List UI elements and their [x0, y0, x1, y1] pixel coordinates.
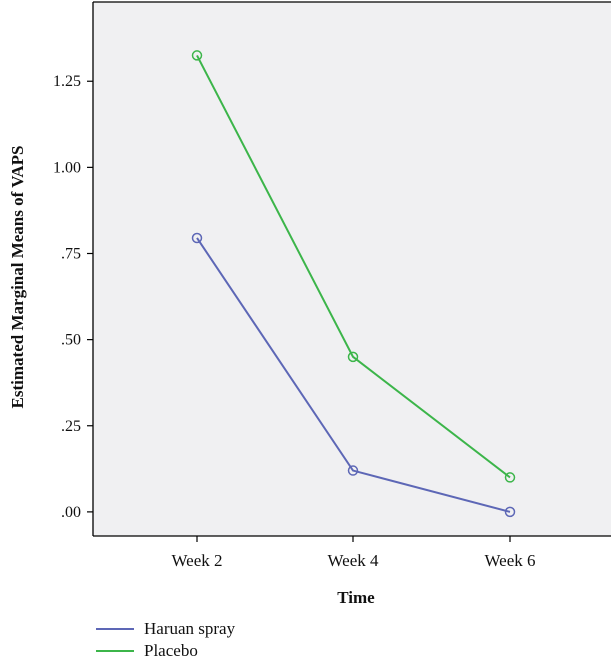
x-tick-label: Week 6	[484, 551, 535, 570]
x-tick-label: Week 4	[327, 551, 379, 570]
y-tick-label: .25	[61, 418, 81, 435]
data-point	[191, 50, 203, 61]
data-point	[504, 472, 516, 483]
series-layer	[191, 50, 516, 518]
y-tick-label: 1.25	[53, 73, 81, 90]
x-axis-label: Time	[337, 588, 375, 607]
series-line-0	[196, 237, 511, 513]
legend-label: Placebo	[144, 641, 198, 660]
plot-area	[93, 2, 611, 536]
y-tick-label: .00	[61, 504, 81, 521]
series-line-1	[196, 54, 511, 479]
legend-label: Haruan spray	[144, 619, 236, 638]
legend: Haruan spray Placebo	[96, 618, 235, 662]
data-point	[347, 351, 359, 363]
tick-labels: .00 .25 .50 .75 1.00 1.25 Week 2 Week 4 Week 6	[53, 73, 536, 570]
x-tick-label: Week 2	[171, 551, 222, 570]
data-point	[504, 506, 516, 518]
legend-swatch	[96, 628, 134, 630]
data-point	[191, 232, 203, 244]
data-point	[347, 465, 359, 476]
legend-item-haruan-spray: Haruan spray	[96, 618, 235, 640]
axes	[87, 1, 611, 542]
y-tick-label: .75	[61, 245, 81, 262]
legend-item-placebo: Placebo	[96, 640, 235, 662]
y-axis-label: Estimated Marginal Means of VAPS	[8, 146, 27, 409]
y-tick-label: 1.00	[53, 159, 81, 176]
legend-swatch	[96, 650, 134, 652]
y-tick-label: .50	[61, 332, 81, 349]
